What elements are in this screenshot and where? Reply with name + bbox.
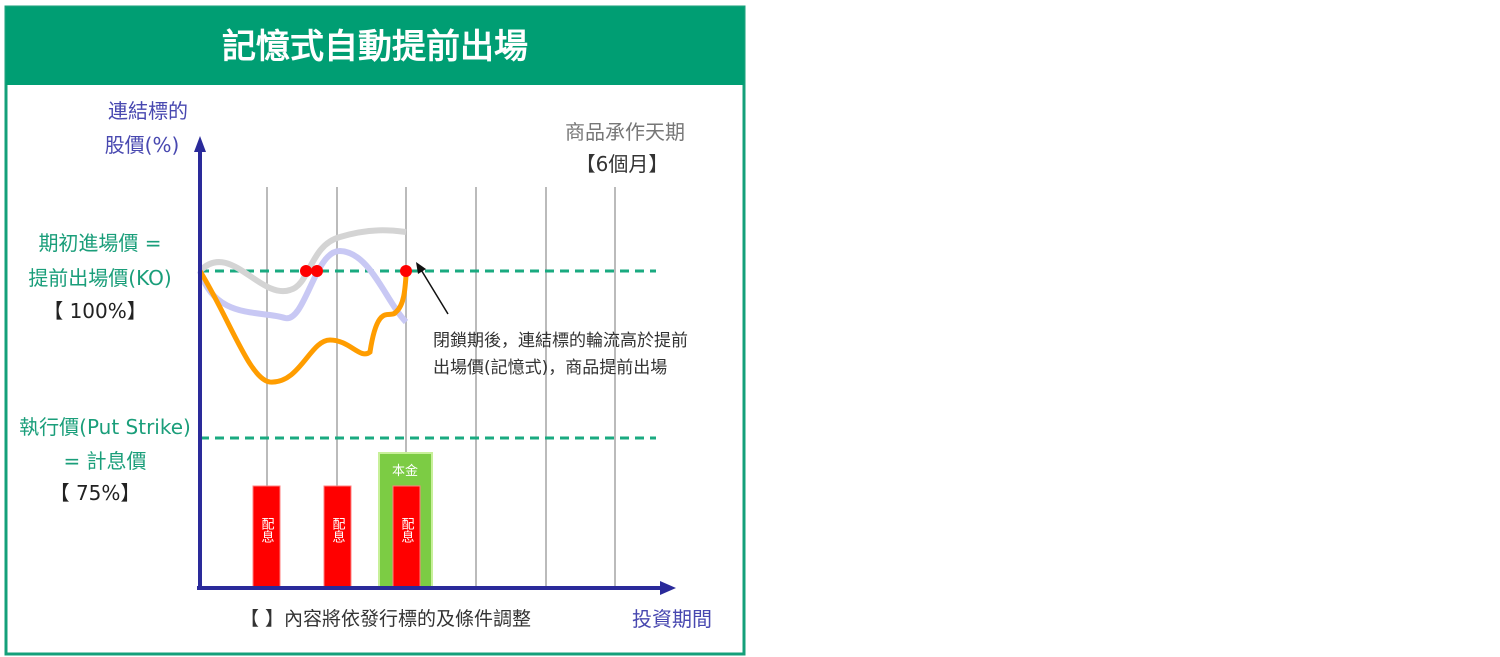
- strike-label-line2: = 計息價: [63, 449, 146, 473]
- header-bar: [6, 7, 744, 85]
- strike-value: 【 75%】: [50, 481, 141, 505]
- ko-value: 【 100%】: [43, 299, 147, 323]
- ko-touch-dot: [311, 265, 323, 277]
- annotation-line2: 出場價(記憶式)，商品提前出場: [433, 358, 667, 378]
- footnote: 【 】內容將依發行標的及條件調整: [240, 608, 531, 630]
- annotation-line1: 閉鎖期後，連結標的輪流高於提前: [433, 331, 688, 351]
- y-axis-label-line1: 連結標的: [108, 99, 188, 123]
- ko-touch-dot: [300, 265, 312, 277]
- x-axis-label: 投資期間: [632, 607, 712, 631]
- tenor-label: 商品承作天期: [565, 120, 685, 144]
- underlying-path-orange: [197, 269, 409, 385]
- coupon-bars: [252, 485, 421, 589]
- coupon-label-3: 配息: [399, 517, 415, 543]
- annotation-arrowhead: [416, 262, 426, 274]
- coupon-label-2: 配息: [330, 517, 346, 543]
- ko-label-line1: 期初進場價 =: [38, 231, 161, 255]
- y-axis-arrowhead: [194, 136, 206, 152]
- tenor-value: 【6個月】: [576, 152, 669, 176]
- underlying-path-lavender: [197, 247, 409, 325]
- ko-touch-dot: [400, 265, 412, 277]
- principal-label: 本金: [392, 463, 418, 479]
- coupon-label-1: 配息: [259, 517, 275, 543]
- coupon-bar-3: [392, 485, 421, 589]
- coupon-bar-2: [323, 485, 352, 589]
- strike-label-line1: 執行價(Put Strike): [19, 415, 191, 439]
- ko-label-line2: 提前出場價(KO): [28, 266, 171, 290]
- title: 記憶式自動提前出場: [222, 27, 528, 67]
- x-axis-arrowhead: [660, 581, 676, 595]
- annotation-arrow: [419, 267, 449, 315]
- y-axis-label-line2: 股價(%): [105, 133, 180, 157]
